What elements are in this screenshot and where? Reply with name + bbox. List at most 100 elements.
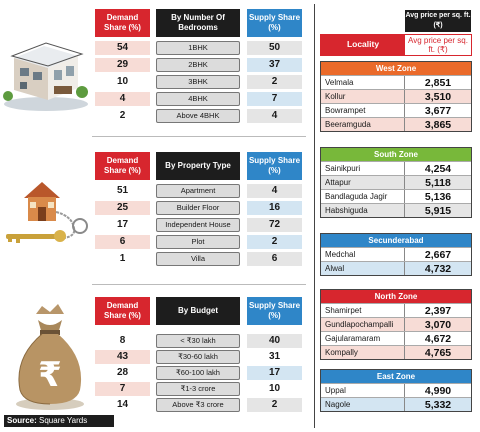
supply-value: 4 <box>247 109 302 123</box>
locality-name: Habshiguda <box>321 204 405 217</box>
demand-value: 4 <box>95 92 150 106</box>
bedroom-label: 3BHK <box>156 75 240 89</box>
supply-value: 31 <box>268 351 281 362</box>
locality-name: Gajularamaram <box>321 332 405 345</box>
table-row: 25 Builder Floor 16 <box>95 201 302 215</box>
table-row: 29 2BHK 37 <box>95 58 302 72</box>
budget-label: Above ₹3 crore <box>156 398 240 412</box>
demand-value: 54 <box>95 41 150 55</box>
supply-value: 10 <box>268 383 281 394</box>
supply-value: 2 <box>247 235 302 249</box>
supply-header: Supply Share (%) <box>247 9 302 37</box>
demand-value: 29 <box>95 58 150 72</box>
property-type-header: By Property Type <box>156 152 240 180</box>
locality-name: Medchal <box>321 248 405 261</box>
locality-name: Sainikpuri <box>321 162 405 175</box>
locality-row: Nagole 5,332 <box>321 397 471 411</box>
locality-row: Medchal 2,667 <box>321 247 471 261</box>
price-column-label: Avg price per sq. ft. (₹) <box>405 10 471 32</box>
property-type-label: Plot <box>156 235 240 249</box>
budget-label: < ₹30 lakh <box>156 334 240 348</box>
zone-south: South Zone Sainikpuri 4,254 Attapur 5,118 … <box>320 147 472 218</box>
locality-price: 3,677 <box>405 104 471 117</box>
locality-price: 3,510 <box>405 90 471 103</box>
svg-text:₹: ₹ <box>38 355 62 395</box>
zone-secunderabad: Secunderabad Medchal 2,667 Alwal 4,732 <box>320 233 472 276</box>
budget-label: ₹30-60 lakh <box>156 350 240 364</box>
column-divider <box>314 4 315 428</box>
locality-row: Gajularamaram 4,672 <box>321 331 471 345</box>
locality-name: Nagole <box>321 398 405 411</box>
supply-value: 16 <box>247 201 302 215</box>
supply-value: 7 <box>247 92 302 106</box>
supply-value: 17 <box>247 366 302 380</box>
budget-table: Demand Share (%) By Budget Supply Share … <box>95 297 302 415</box>
demand-value: 2 <box>119 110 126 121</box>
table-row: 54 1BHK 50 <box>95 41 302 55</box>
table-row: 51 Apartment 4 <box>95 184 302 198</box>
locality-name: Attapur <box>321 176 405 189</box>
bedroom-label: 1BHK <box>156 41 240 55</box>
locality-header: Locality Avg price per sq. ft. (₹) <box>320 34 472 56</box>
zone-north: North Zone Shamirpet 2,397 Gundlapochampa… <box>320 289 472 360</box>
locality-price: 3,070 <box>405 318 471 331</box>
supply-value: 6 <box>247 252 302 266</box>
demand-value: 28 <box>116 367 129 378</box>
supply-value: 2 <box>247 398 302 412</box>
bedroom-label: Above 4BHK <box>156 109 240 123</box>
table-row: 17 Independent House 72 <box>95 218 302 232</box>
locality-row: Bandlaguda Jagir 5,136 <box>321 189 471 203</box>
table-row: 4 4BHK 7 <box>95 92 302 106</box>
locality-name: Bowrampet <box>321 104 405 117</box>
locality-row: Attapur 5,118 <box>321 175 471 189</box>
locality-row: Uppal 4,990 <box>321 383 471 397</box>
demand-header: Demand Share (%) <box>95 9 150 37</box>
source-note: Source: Square Yards <box>4 415 114 427</box>
locality-price: 4,672 <box>405 332 471 345</box>
locality-price: 4,254 <box>405 162 471 175</box>
zone-east: East Zone Uppal 4,990 Nagole 5,332 <box>320 369 472 412</box>
locality-price: 5,915 <box>405 204 471 217</box>
locality-price: 2,397 <box>405 304 471 317</box>
locality-name: Kompally <box>321 346 405 359</box>
demand-value: 51 <box>116 185 129 196</box>
locality-name: Gundlapochampalli <box>321 318 405 331</box>
zone-title: North Zone <box>321 290 471 303</box>
locality-name: Alwal <box>321 262 405 275</box>
supply-value: 72 <box>247 218 302 232</box>
zone-title: Secunderabad <box>321 234 471 247</box>
demand-value: 8 <box>119 335 126 346</box>
zone-title: West Zone <box>321 62 471 75</box>
locality-name: Shamirpet <box>321 304 405 317</box>
locality-header-label: Locality <box>321 35 405 55</box>
property-type-label: Apartment <box>156 184 240 198</box>
bedrooms-header: By Number Of Bedrooms <box>156 9 240 37</box>
demand-value: 7 <box>95 382 150 396</box>
locality-row: Bowrampet 3,677 <box>321 103 471 117</box>
demand-value: 6 <box>95 235 150 249</box>
demand-value: 14 <box>116 399 129 410</box>
table-row: 28 ₹60-100 lakh 17 <box>95 366 302 380</box>
table-row: 10 3BHK 2 <box>95 75 302 89</box>
property-type-label: Builder Floor <box>156 201 240 215</box>
demand-header: Demand Share (%) <box>95 152 150 180</box>
table-row: 14 Above ₹3 crore 2 <box>95 398 302 412</box>
house-illustration <box>3 42 88 111</box>
budget-label: ₹60-100 lakh <box>156 366 240 380</box>
locality-row: Sainikpuri 4,254 <box>321 161 471 175</box>
locality-price: 4,765 <box>405 346 471 359</box>
bedroom-label: 2BHK <box>156 58 240 72</box>
bedroom-label: 4BHK <box>156 92 240 106</box>
locality-price: 5,136 <box>405 190 471 203</box>
source-label: Source: <box>7 416 37 425</box>
money-bag-illustration: ₹ <box>16 304 84 410</box>
supply-value: 37 <box>247 58 302 72</box>
demand-value: 17 <box>116 219 129 230</box>
budget-label: ₹1-3 crore <box>156 382 240 396</box>
property-type-label: Villa <box>156 252 240 266</box>
supply-value: 2 <box>247 75 302 89</box>
demand-header: Demand Share (%) <box>95 297 150 325</box>
table-row: 2 Above 4BHK 4 <box>95 109 302 123</box>
property-type-table: Demand Share (%) By Property Type Supply… <box>95 152 302 270</box>
locality-name: Beeramguda <box>321 118 405 131</box>
